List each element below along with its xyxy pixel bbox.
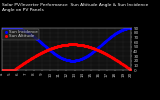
Sun Altitude bbox=[83, 45, 85, 46]
Sun Incidence bbox=[72, 60, 73, 61]
Text: Solar PV/Inverter Performance  Sun Altitude Angle & Sun Incidence Angle on PV Pa: Solar PV/Inverter Performance Sun Altitu… bbox=[2, 3, 148, 12]
Sun Altitude bbox=[72, 44, 73, 45]
Sun Altitude bbox=[99, 50, 101, 52]
Line: Sun Incidence: Sun Incidence bbox=[1, 27, 132, 61]
Sun Altitude bbox=[76, 44, 78, 45]
Sun Altitude bbox=[9, 69, 11, 71]
Sun Altitude bbox=[112, 58, 114, 59]
Sun Incidence bbox=[112, 34, 114, 36]
Sun Incidence bbox=[76, 60, 78, 61]
Sun Incidence bbox=[9, 27, 11, 29]
Line: Sun Altitude: Sun Altitude bbox=[1, 44, 132, 71]
Sun Incidence bbox=[99, 45, 101, 47]
Legend: Sun Incidence, Sun Altitude: Sun Incidence, Sun Altitude bbox=[2, 29, 39, 40]
Sun Incidence bbox=[83, 57, 85, 58]
Sun Incidence bbox=[1, 27, 3, 29]
Sun Altitude bbox=[1, 69, 3, 71]
Sun Incidence bbox=[130, 27, 132, 29]
Sun Altitude bbox=[80, 44, 81, 46]
Sun Incidence bbox=[80, 59, 81, 60]
Sun Altitude bbox=[130, 69, 132, 71]
